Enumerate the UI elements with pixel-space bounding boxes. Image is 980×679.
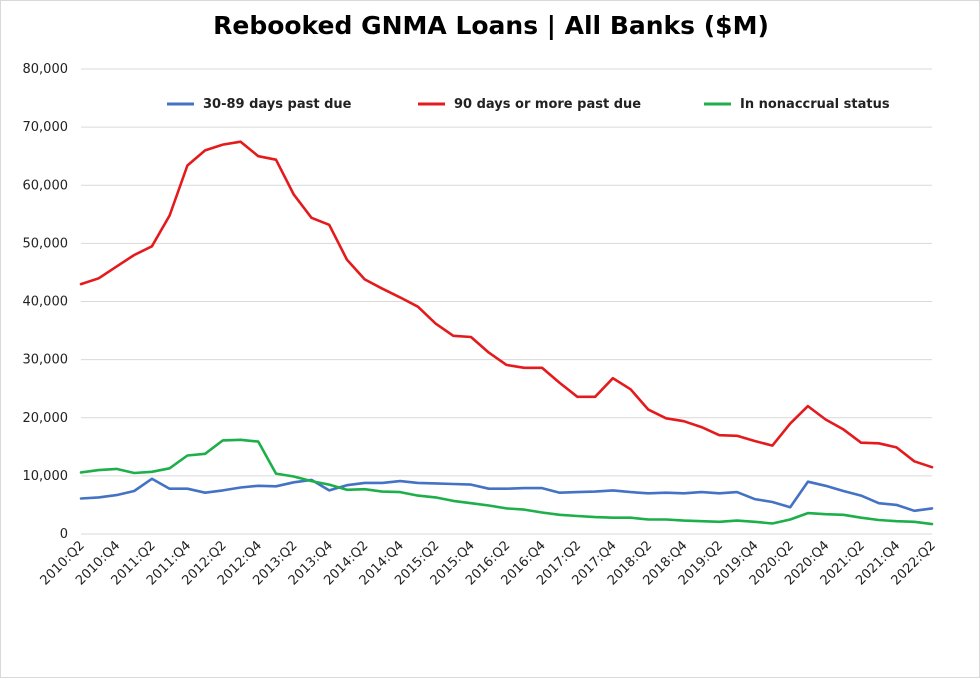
series-lines <box>79 140 934 526</box>
y-tick-label: 30,000 <box>23 353 69 368</box>
chart-title: Rebooked GNMA Loans | All Banks ($M) <box>213 11 769 40</box>
x-axis-ticks: 2010:Q22010:Q42011:Q22011:Q42012:Q22012:… <box>38 538 939 588</box>
y-tick-label: 70,000 <box>23 120 69 135</box>
y-tick-label: 80,000 <box>23 62 69 77</box>
legend-label: 90 days or more past due <box>454 97 641 112</box>
y-tick-label: 0 <box>60 527 68 542</box>
y-tick-label: 10,000 <box>23 469 69 484</box>
legend-label: 30-89 days past due <box>203 97 352 112</box>
gridlines <box>81 68 932 535</box>
y-tick-label: 50,000 <box>23 236 69 251</box>
y-tick-label: 40,000 <box>23 295 69 310</box>
y-axis-ticks: 0 10,000 20,000 30,000 40,000 50,000 60,000 70,… <box>23 62 69 542</box>
legend-label: In nonaccrual status <box>740 97 890 112</box>
y-tick-label: 20,000 <box>23 411 69 426</box>
legend: 30-89 days past due 90 days or more past … <box>167 97 890 112</box>
series-line-3 <box>79 438 934 526</box>
series-line-1 <box>79 477 934 513</box>
y-tick-label: 60,000 <box>23 178 69 193</box>
series-line-2 <box>79 140 934 469</box>
